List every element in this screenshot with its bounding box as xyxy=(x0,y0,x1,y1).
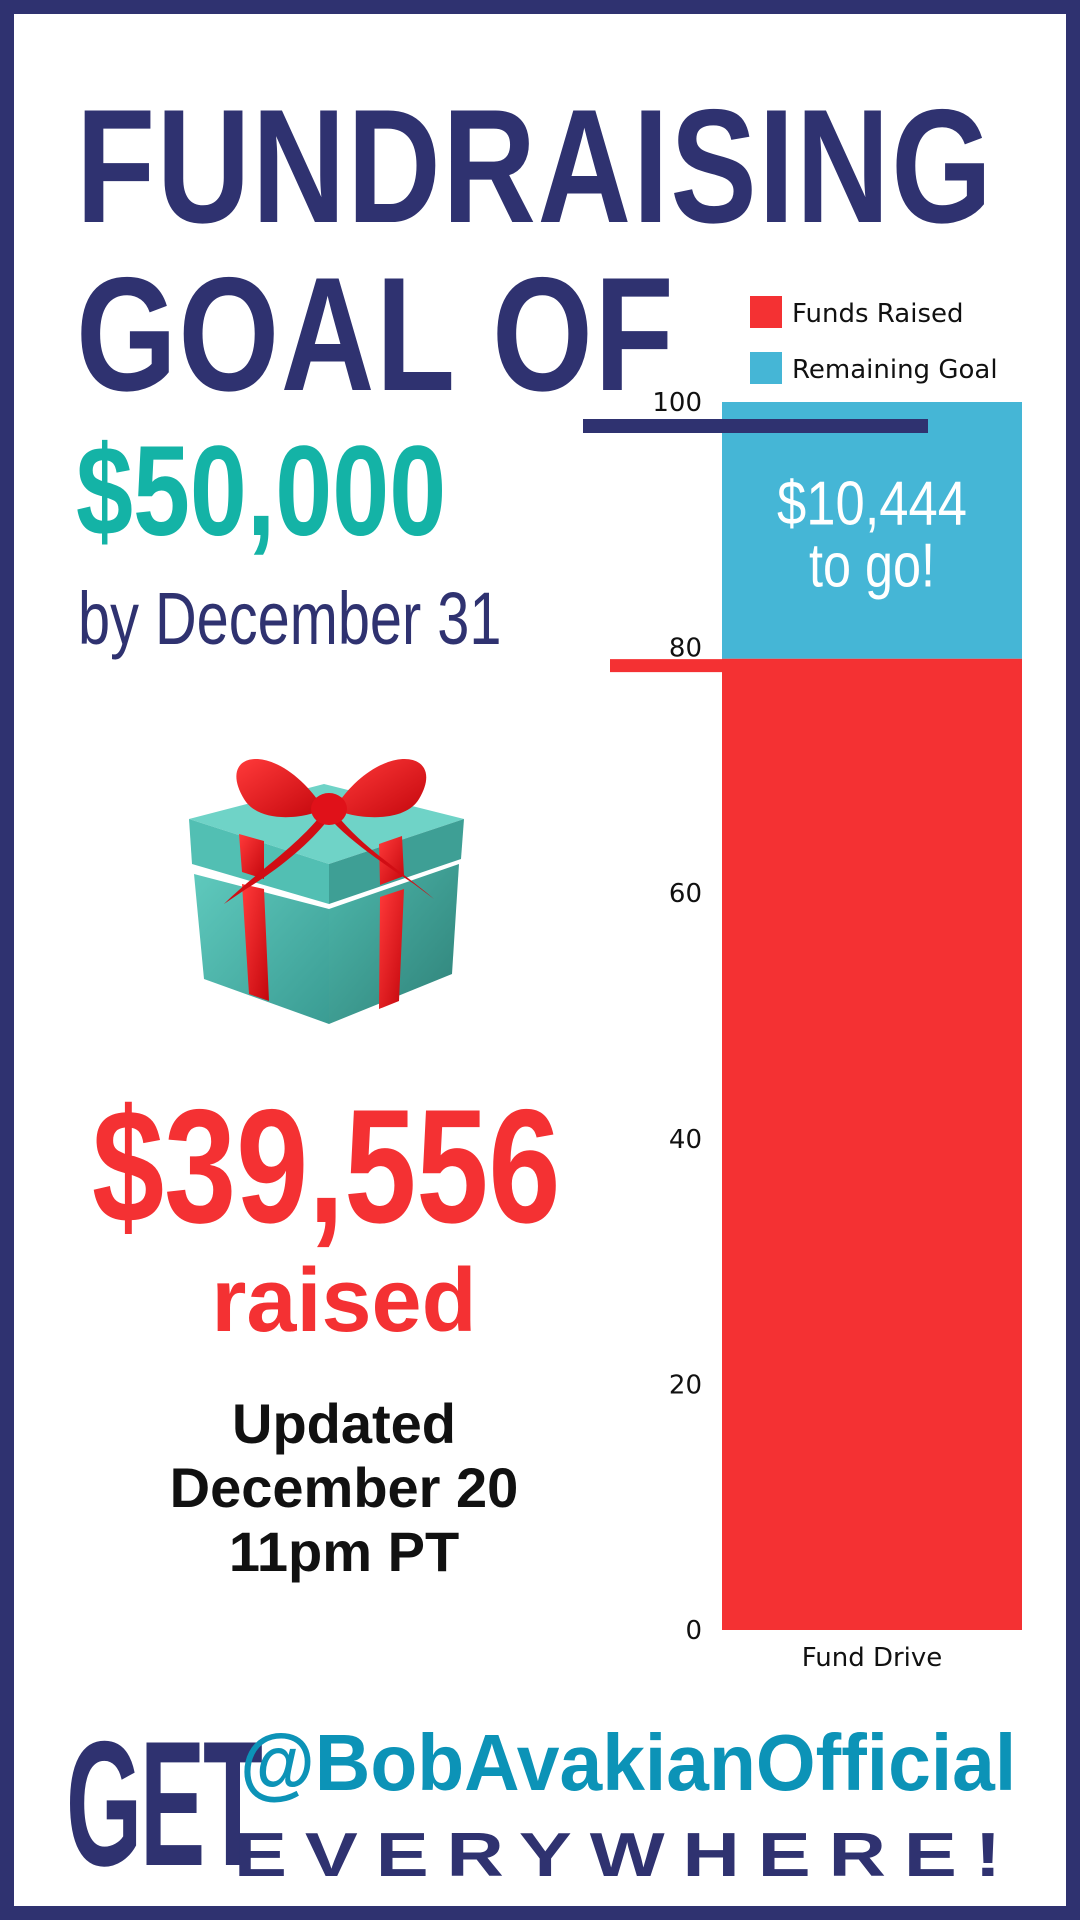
y-tick-label: 0 xyxy=(685,1616,702,1646)
footer-handle: @BobAvakianOfficial xyxy=(240,1718,1017,1807)
y-tick-label: 80 xyxy=(669,634,702,664)
y-tick-label: 60 xyxy=(669,879,702,909)
update-line-3: 11pm PT xyxy=(228,1520,460,1583)
raised-amount: $39,556 xyxy=(92,1076,561,1257)
update-line-1: Updated xyxy=(232,1392,456,1455)
y-tick-label: 40 xyxy=(669,1125,702,1155)
gift-icon xyxy=(189,759,464,1024)
footer-get: GET xyxy=(66,1704,263,1903)
headline-line-2: GOAL OF xyxy=(76,244,676,425)
bar-remaining-goal xyxy=(722,402,1022,659)
goal-deadline: by December 31 xyxy=(78,577,502,660)
y-tick-label: 100 xyxy=(652,388,702,418)
legend-label: Remaining Goal xyxy=(792,355,998,385)
legend-label: Funds Raised xyxy=(792,299,964,329)
goal-amount: $50,000 xyxy=(76,420,447,563)
y-tick-label: 20 xyxy=(669,1370,702,1400)
legend-swatch xyxy=(750,296,782,328)
bar-funds-raised xyxy=(722,658,1022,1630)
x-category-label: Fund Drive xyxy=(802,1643,943,1673)
update-line-2: December 20 xyxy=(169,1456,519,1519)
headline-line-1: FUNDRAISING xyxy=(76,76,994,257)
raised-label: raised xyxy=(211,1251,477,1351)
remaining-annotation-line-1: $10,444 xyxy=(777,469,967,538)
legend-swatch xyxy=(750,352,782,384)
footer-everywhere: EVERYWHERE! xyxy=(234,1821,1020,1890)
remaining-annotation-line-2: to go! xyxy=(809,531,935,600)
update-note: Updated December 20 11pm PT xyxy=(94,1392,594,1584)
